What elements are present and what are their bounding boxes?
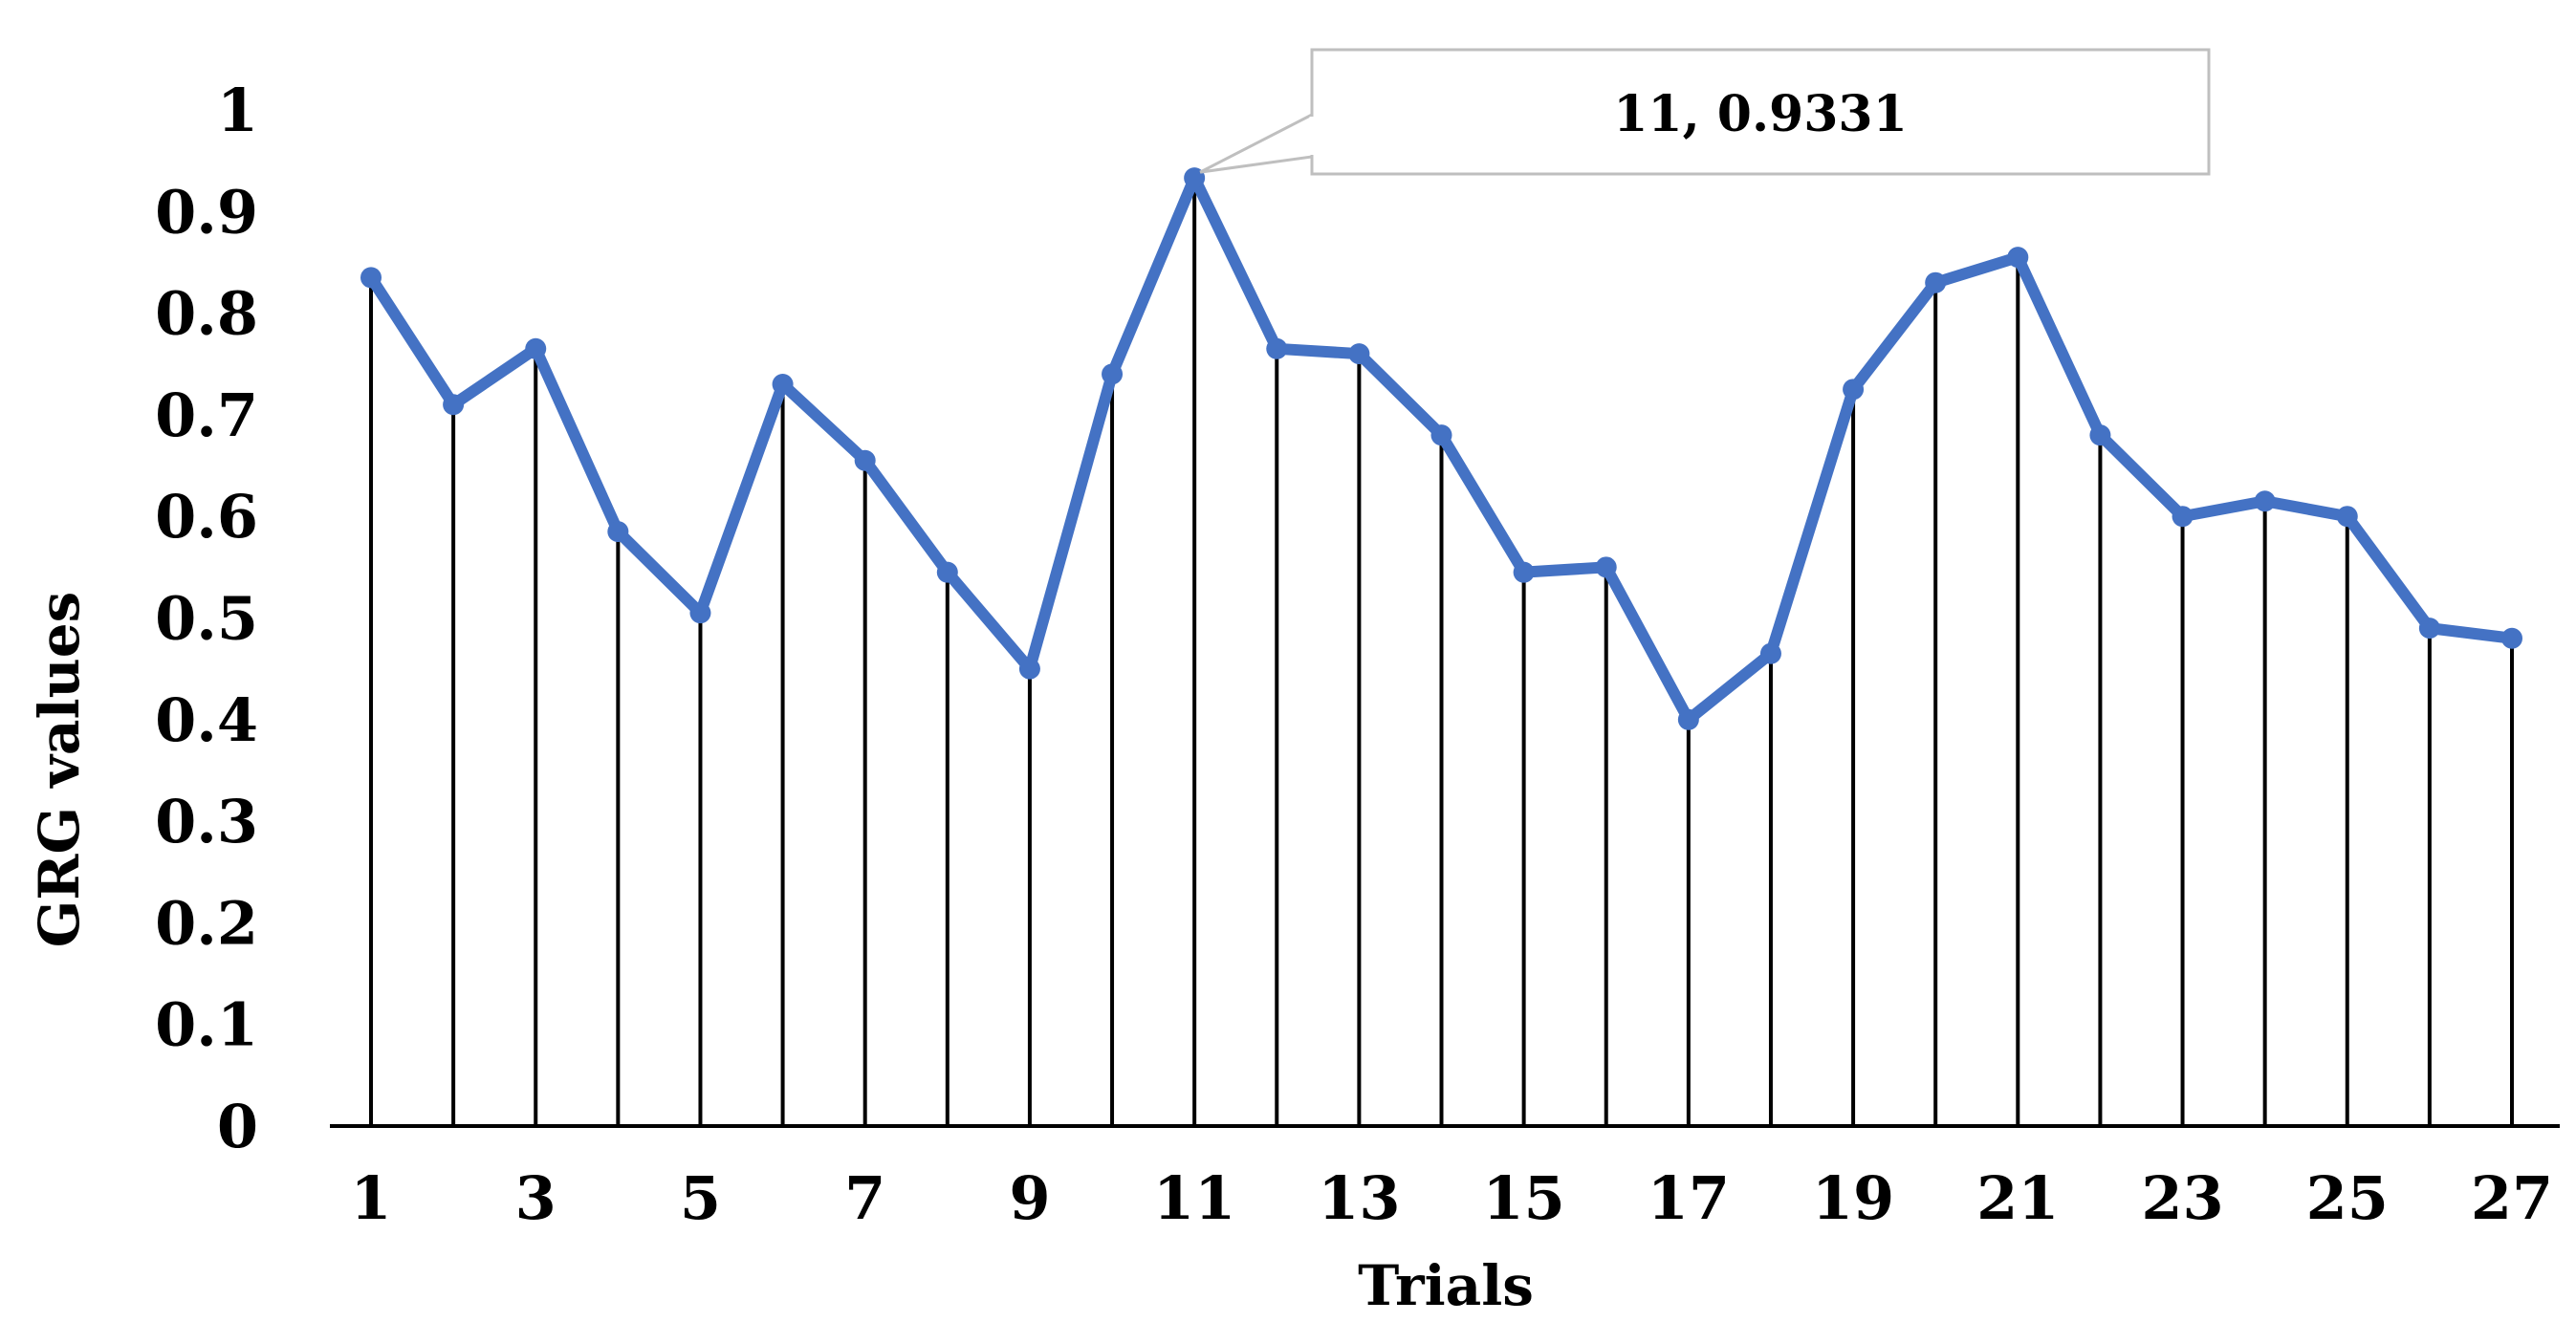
x-axis-title: Trials bbox=[1358, 1253, 1534, 1318]
x-tick-label: 25 bbox=[2306, 1163, 2389, 1233]
data-point bbox=[525, 337, 547, 359]
data-point bbox=[1348, 343, 1370, 365]
x-tick-label: 19 bbox=[1812, 1163, 1894, 1233]
y-tick-label: 0.1 bbox=[155, 990, 258, 1060]
data-point bbox=[1018, 658, 1040, 680]
y-tick-label: 1 bbox=[217, 76, 258, 145]
data-point bbox=[689, 602, 711, 624]
data-point bbox=[2007, 247, 2029, 269]
data-point bbox=[1843, 379, 1865, 401]
y-tick-label: 0.3 bbox=[155, 787, 258, 856]
data-point bbox=[2418, 618, 2440, 639]
x-tick-label: 21 bbox=[1976, 1163, 2059, 1233]
x-tick-label: 15 bbox=[1482, 1163, 1564, 1233]
data-point bbox=[443, 394, 465, 416]
data-point bbox=[1266, 337, 1288, 359]
data-point bbox=[2501, 627, 2522, 649]
y-tick-label: 0.2 bbox=[155, 888, 258, 958]
y-tick-label: 0 bbox=[217, 1092, 258, 1161]
data-point bbox=[2089, 424, 2111, 446]
x-tick-label: 13 bbox=[1318, 1163, 1400, 1233]
data-point bbox=[1513, 561, 1535, 583]
y-tick-label: 0.9 bbox=[155, 177, 258, 247]
x-tick-label: 5 bbox=[680, 1163, 721, 1233]
callout-pointer bbox=[1199, 112, 1314, 174]
callout-box bbox=[1310, 48, 2211, 176]
data-point bbox=[607, 521, 629, 543]
data-point bbox=[1430, 424, 1452, 446]
x-tick-labels: 1 3 5 7 9 11 13 15 17 19 21 23 25 27 bbox=[350, 1163, 2553, 1233]
data-point bbox=[2254, 490, 2276, 512]
data-point bbox=[1184, 167, 1206, 189]
y-tick-label: 0.5 bbox=[155, 584, 258, 654]
callout-label: 11, 0.9331 bbox=[1613, 85, 1908, 143]
x-tick-label: 9 bbox=[1009, 1163, 1050, 1233]
data-point bbox=[1677, 708, 1699, 730]
data-point bbox=[936, 561, 958, 583]
x-tick-label: 23 bbox=[2141, 1163, 2223, 1233]
y-tick-labels: 0 0.1 0.2 0.3 0.4 0.5 0.6 0.7 0.8 0.9 1 bbox=[155, 76, 258, 1161]
data-point-markers bbox=[360, 167, 2522, 730]
data-point bbox=[2336, 506, 2358, 528]
data-point bbox=[1102, 363, 1124, 385]
x-tick-label: 17 bbox=[1648, 1163, 1730, 1233]
data-point bbox=[772, 374, 794, 396]
data-point bbox=[1595, 556, 1617, 578]
data-point bbox=[854, 449, 876, 471]
data-point bbox=[2172, 506, 2194, 528]
y-tick-label: 0.8 bbox=[155, 279, 258, 349]
x-tick-label: 11 bbox=[1153, 1163, 1235, 1233]
data-point bbox=[1925, 271, 1947, 293]
drop-lines bbox=[369, 178, 2514, 1126]
callout-annotation: 11, 0.9331 bbox=[1199, 48, 2211, 176]
data-point bbox=[1759, 642, 1781, 664]
y-axis-title: GRG values bbox=[27, 592, 92, 948]
x-tick-label: 1 bbox=[350, 1163, 391, 1233]
data-point bbox=[360, 267, 382, 289]
y-tick-label: 0.7 bbox=[155, 380, 258, 450]
y-tick-label: 0.4 bbox=[155, 685, 258, 755]
x-tick-label: 27 bbox=[2471, 1163, 2553, 1233]
y-tick-label: 0.6 bbox=[155, 482, 258, 552]
x-tick-label: 7 bbox=[844, 1163, 885, 1233]
x-tick-label: 3 bbox=[515, 1163, 557, 1233]
